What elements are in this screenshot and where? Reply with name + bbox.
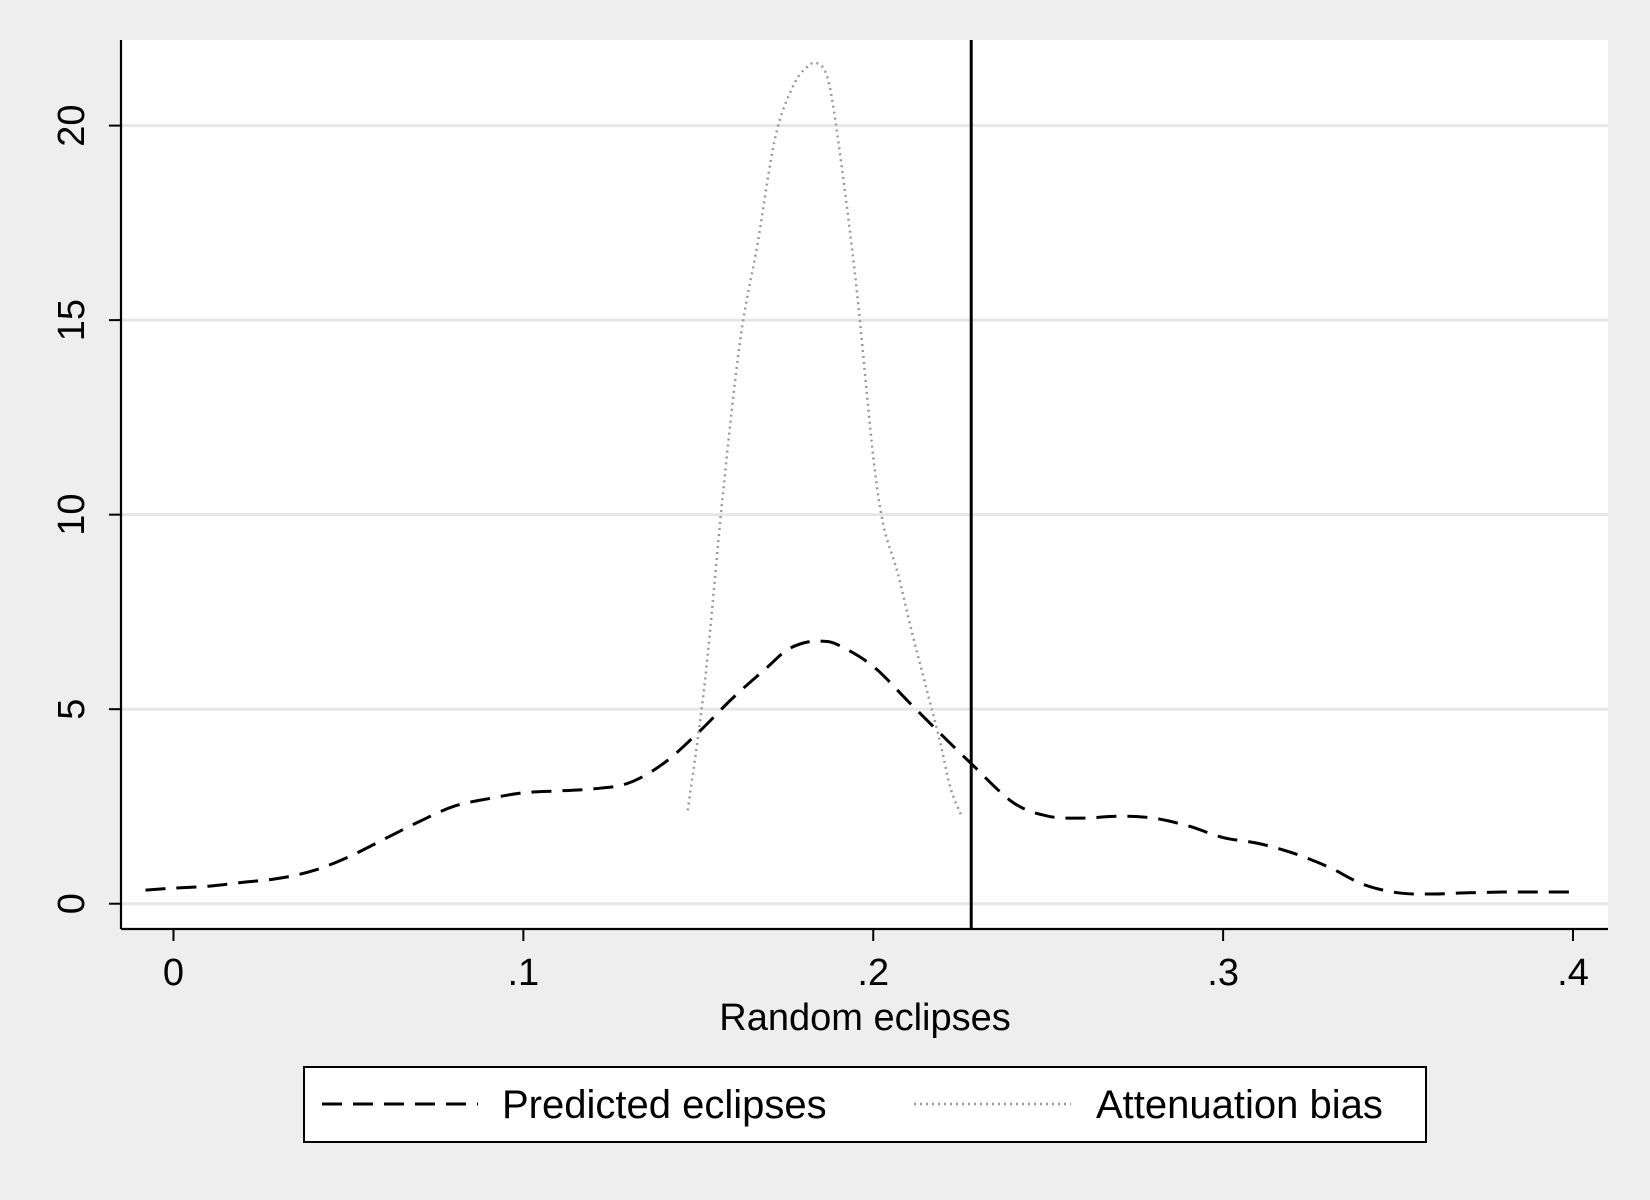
series-group — [145, 61, 1573, 896]
legend: Predicted eclipses Attenuation bias — [303, 1066, 1427, 1143]
legend-box — [303, 1066, 1427, 1143]
grid-lines — [121, 124, 1608, 906]
series-line-predicted-eclipses — [145, 639, 1573, 896]
x-tick-label-4: .4 — [1557, 952, 1589, 994]
x-tick-label-2: .2 — [857, 952, 889, 994]
y-tick-label-3: 15 — [51, 299, 93, 341]
y-tick-label-4: 20 — [51, 104, 93, 146]
x-tick-label-1: .1 — [508, 952, 540, 994]
plot-region — [121, 40, 1608, 929]
legend-label-predicted-eclipses: Predicted eclipses — [502, 1083, 827, 1127]
x-tick-label-3: .3 — [1207, 952, 1239, 994]
x-tick-label-0: 0 — [163, 952, 184, 994]
y-tick-label-1: 5 — [51, 699, 93, 720]
y-tick-label-2: 10 — [51, 494, 93, 536]
y-axis-ticks: 0 5 10 15 20 — [51, 104, 121, 914]
series-line-attenuation-bias — [686, 61, 962, 815]
y-tick-label-0: 0 — [51, 893, 93, 914]
x-axis-title: Random eclipses — [719, 997, 1010, 1039]
x-axis-ticks: 0 .1 .2 .3 .4 — [163, 929, 1589, 994]
legend-label-attenuation-bias: Attenuation bias — [1096, 1083, 1383, 1127]
